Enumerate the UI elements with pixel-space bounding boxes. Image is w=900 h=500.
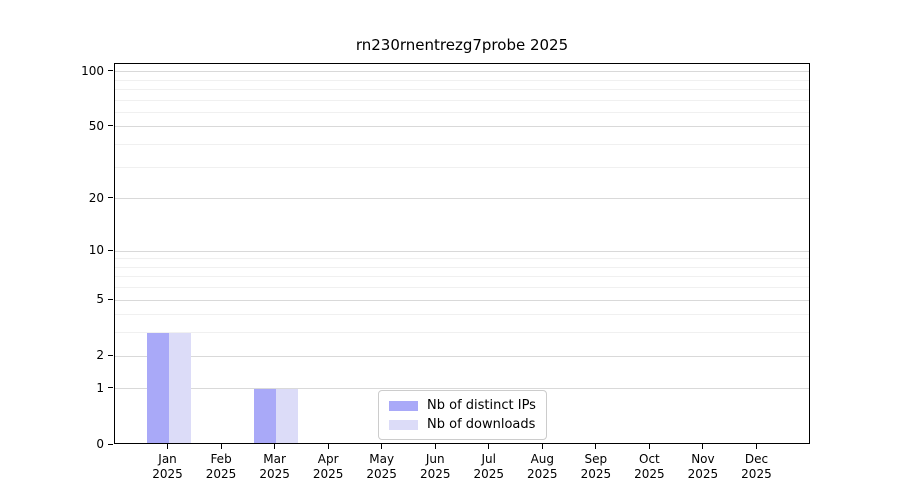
y-tick-label: 50	[88, 118, 104, 133]
gridline-minor	[115, 276, 809, 278]
bar-distinct-ips-mar	[253, 388, 276, 443]
y-tick-label: 1	[96, 380, 104, 395]
y-tick-label: 5	[96, 292, 104, 307]
bar-downloads-jan	[168, 332, 191, 443]
x-tick-label: Sep 2025	[580, 452, 612, 481]
x-tick-mark	[274, 444, 276, 449]
gridline-minor	[115, 166, 809, 168]
legend-swatch-downloads	[389, 419, 418, 430]
x-tick-label: Dec 2025	[741, 452, 772, 481]
x-tick-label: Jul 2025	[473, 452, 505, 481]
legend-item-downloads: Nb of downloads	[389, 417, 536, 432]
x-tick-label: May 2025	[366, 452, 397, 481]
y-tick-mark	[108, 70, 113, 72]
x-tick-label: Nov 2025	[687, 452, 719, 481]
x-tick-label: Feb 2025	[205, 452, 237, 481]
gridline-minor	[115, 332, 809, 334]
gridline-minor	[115, 258, 809, 260]
y-tick-label: 10	[88, 243, 104, 257]
legend-label-distinct-ips: Nb of distinct IPs	[427, 398, 536, 413]
gridline-major	[115, 250, 809, 252]
x-tick-mark	[327, 444, 329, 449]
gridline-major	[115, 355, 809, 357]
x-tick-mark	[434, 444, 436, 449]
gridline-major	[115, 126, 809, 128]
gridline-minor	[115, 266, 809, 268]
x-tick-label: Apr 2025	[312, 452, 344, 481]
x-tick-mark	[702, 444, 704, 449]
legend: Nb of distinct IPs Nb of downloads	[378, 390, 547, 440]
y-tick-label: 2	[96, 348, 104, 363]
x-tick-label: Mar 2025	[259, 452, 290, 481]
gridline-minor	[115, 79, 809, 81]
y-tick-mark	[108, 354, 113, 356]
legend-item-distinct-ips: Nb of distinct IPs	[389, 398, 536, 413]
y-tick-label: 0	[96, 437, 104, 451]
gridline-minor	[115, 144, 809, 146]
y-tick-label: 100	[81, 63, 104, 78]
gridline-minor	[115, 314, 809, 316]
plot-area: Nb of distinct IPs Nb of downloads	[114, 63, 810, 444]
x-tick-label: Oct 2025	[634, 452, 665, 481]
x-tick-mark	[755, 444, 757, 449]
x-tick-label: Jan 2025	[152, 452, 183, 481]
x-tick-mark	[541, 444, 543, 449]
y-tick-mark	[108, 387, 113, 389]
gridline-minor	[115, 88, 809, 90]
bar-downloads-mar	[275, 388, 298, 443]
gridline-minor	[115, 111, 809, 113]
y-tick-mark	[108, 249, 113, 251]
y-tick-mark	[108, 197, 113, 199]
y-tick-mark	[108, 298, 113, 300]
y-tick-mark	[108, 125, 113, 127]
gridline-major	[115, 71, 809, 73]
gridline-major	[115, 198, 809, 200]
gridline-minor	[115, 99, 809, 101]
legend-label-downloads: Nb of downloads	[427, 417, 536, 432]
y-tick-label: 20	[88, 190, 104, 205]
x-tick-label: Jun 2025	[419, 452, 451, 481]
bar-distinct-ips-jan	[146, 332, 169, 443]
gridline-major	[115, 299, 809, 301]
x-tick-mark	[488, 444, 490, 449]
x-tick-mark	[595, 444, 597, 449]
x-tick-mark	[381, 444, 383, 449]
x-tick-label: Aug 2025	[527, 452, 558, 481]
y-tick-mark	[108, 443, 113, 445]
gridline-major	[115, 388, 809, 390]
gridline-minor	[115, 287, 809, 289]
x-tick-mark	[648, 444, 650, 449]
chart-title: rn230rnentrezg7probe 2025	[355, 36, 569, 54]
x-tick-mark	[167, 444, 169, 449]
legend-swatch-distinct-ips	[389, 400, 418, 411]
x-tick-mark	[220, 444, 222, 449]
